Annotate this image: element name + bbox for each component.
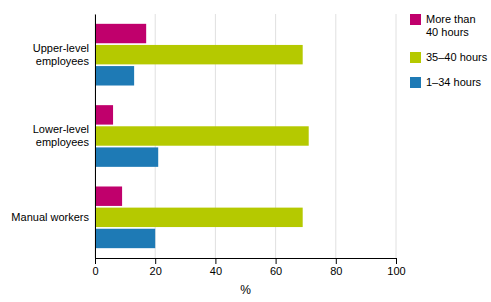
- axis-line: [96, 259, 397, 265]
- bar: [95, 186, 122, 205]
- tick-mark: [155, 258, 156, 264]
- chart: 0 20 40 60 80 100 Upper-levelemployees Lower-le…: [0, 0, 491, 302]
- tick-label: 60: [270, 265, 282, 277]
- tick-mark: [215, 258, 216, 264]
- legend-label: 35–40 hours: [426, 51, 488, 63]
- x-axis: 0 20 40 60 80 100: [92, 258, 405, 277]
- tick: 40: [210, 258, 222, 277]
- legend-swatch: [410, 77, 421, 88]
- tick: Manual workers: [11, 211, 89, 223]
- bars: [95, 24, 309, 248]
- tick: 0: [92, 258, 98, 277]
- plot-area: 0 20 40 60 80 100 Upper-levelemployees Lower-le…: [11, 14, 405, 277]
- legend-label: 1–34 hours: [426, 76, 482, 88]
- legend-label: More than40 hours: [426, 13, 476, 38]
- tick-label: Lower-levelemployees: [33, 123, 90, 148]
- bar: [95, 126, 309, 145]
- tick-mark: [396, 258, 397, 264]
- tick-label: Manual workers: [11, 211, 89, 223]
- tick: 20: [150, 258, 162, 277]
- y-axis: Upper-levelemployees Lower-levelemployees…: [11, 15, 95, 259]
- tick-mark: [336, 258, 337, 264]
- legend-item: More than40 hours: [410, 13, 476, 38]
- grid-line: [335, 14, 336, 258]
- grid-line: [95, 14, 96, 258]
- legend-item: 1–34 hours: [410, 76, 482, 88]
- tick-mark: [95, 258, 96, 264]
- grid-line: [396, 14, 397, 258]
- tick-label: 20: [150, 265, 162, 277]
- tick-label: 100: [387, 265, 405, 277]
- tick-label: 0: [92, 265, 98, 277]
- x-axis-title: %: [240, 283, 251, 297]
- tick-label: Upper-levelemployees: [33, 42, 90, 67]
- bar: [95, 66, 134, 85]
- tick: Lower-levelemployees: [33, 123, 90, 148]
- bar: [95, 45, 303, 64]
- legend-item: 35–40 hours: [410, 51, 488, 63]
- tick: 100: [387, 258, 405, 277]
- bar: [95, 105, 113, 124]
- bar: [95, 229, 155, 248]
- tick-label: 80: [330, 265, 342, 277]
- tick: Upper-levelemployees: [33, 42, 90, 67]
- grid: [95, 14, 396, 258]
- axis-line: [95, 15, 96, 259]
- legend: More than40 hours 35–40 hours 1–34 hours: [410, 13, 488, 88]
- tick: 80: [330, 258, 342, 277]
- bar: [95, 208, 303, 227]
- tick: 60: [270, 258, 282, 277]
- legend-swatch: [410, 52, 421, 63]
- legend-swatch: [410, 14, 421, 25]
- tick-label: 40: [210, 265, 222, 277]
- bar: [95, 24, 146, 43]
- tick-mark: [276, 258, 277, 264]
- bar: [95, 147, 158, 166]
